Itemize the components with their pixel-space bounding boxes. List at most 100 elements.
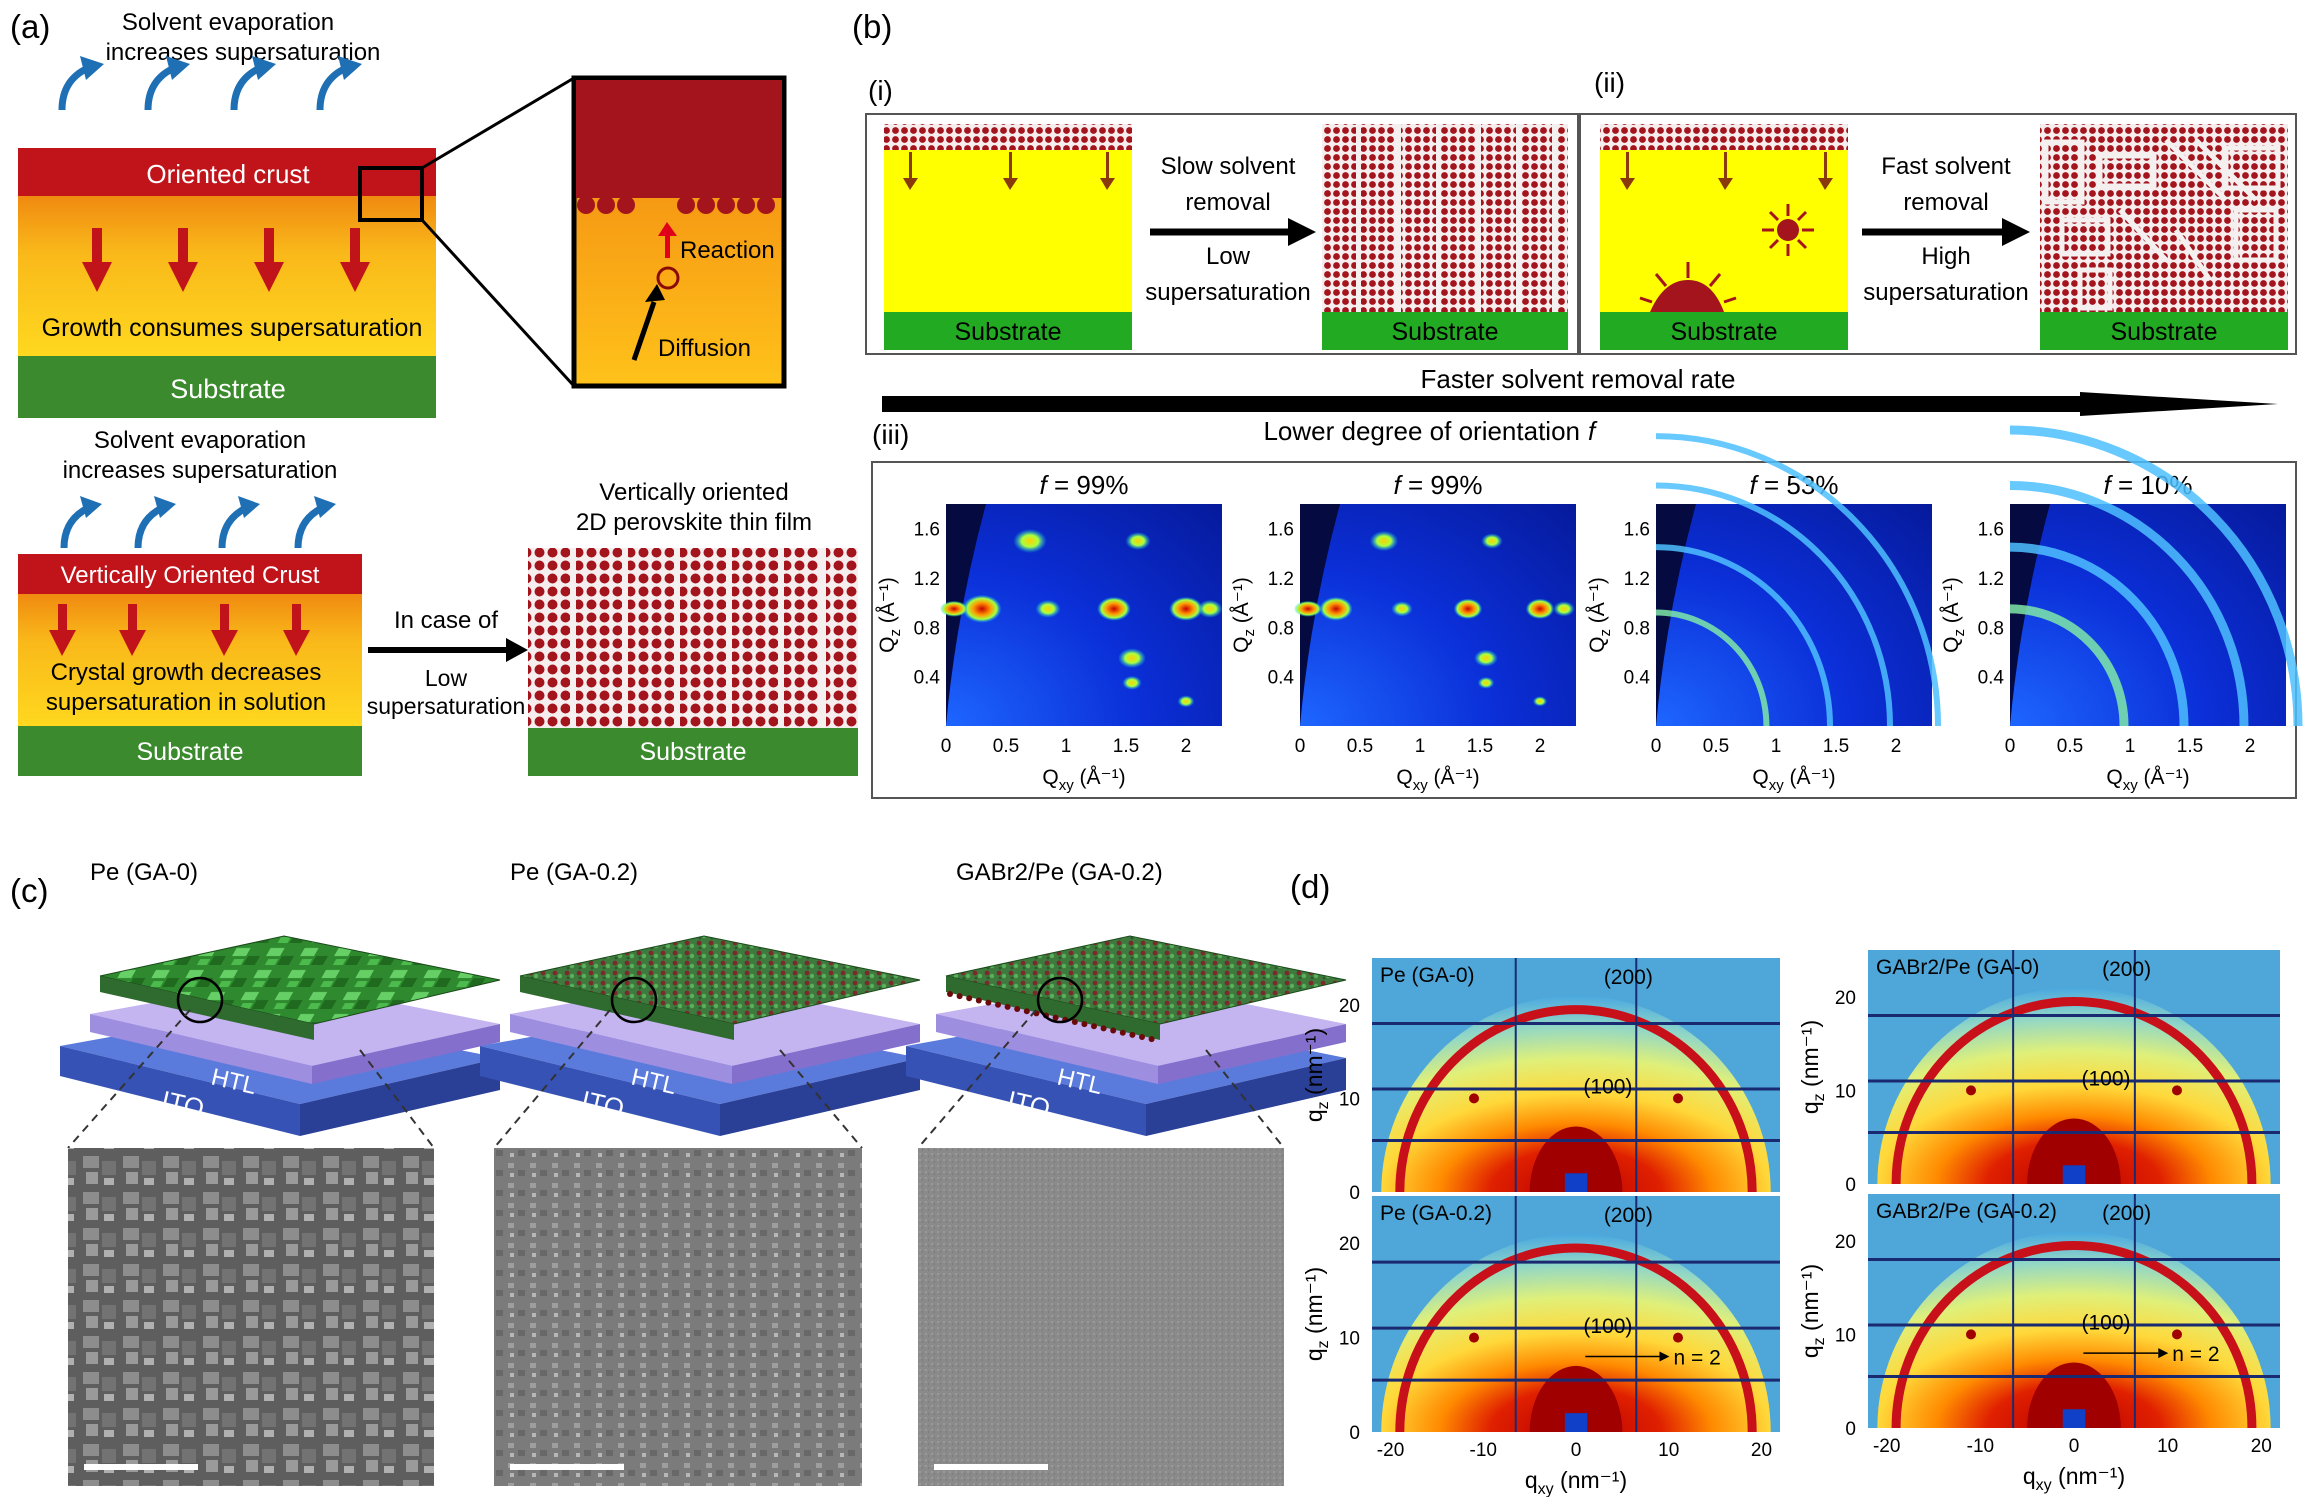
panel-b-ii-box [1579, 113, 2297, 355]
substrate-label-bottom: Substrate [136, 738, 243, 766]
panel-b: (b) (i) (ii) Substrate Slow solvent remo… [852, 8, 2303, 799]
x-tick-label: 1.5 [1113, 736, 1139, 757]
b-ii-crust [1600, 124, 1848, 150]
htl-side [1158, 1024, 1346, 1084]
peak-100-right [1673, 1093, 1683, 1104]
diffraction-spot [1013, 529, 1047, 553]
diffraction-spot [1122, 675, 1142, 690]
y-tick-label: 0 [1349, 1183, 1360, 1204]
b-i-film-substrate [1322, 312, 1568, 350]
beam-center [2027, 1118, 2121, 1184]
peak-100-label: (100) [1583, 1315, 1632, 1338]
crystal-growth-line2: supersaturation in solution [46, 689, 326, 716]
y-tick-label: 0.8 [1624, 618, 1650, 639]
htl-front [90, 1014, 312, 1084]
axis-label-main: q [1301, 1109, 1327, 1122]
supersaturation-label: supersaturation [367, 693, 526, 719]
x-tick-label: 20 [1751, 1440, 1772, 1461]
oriented-crust-label: Oriented crust [146, 159, 310, 189]
b-ii-random-grains [2043, 138, 2281, 311]
axis-label-main: q [1301, 1348, 1327, 1361]
axis-label-unit: (Å⁻¹) [1940, 577, 1963, 629]
gabr-particle [1052, 1014, 1059, 1021]
y-tick-label: 0 [1845, 1175, 1856, 1196]
axis-label-sub: z [1811, 1337, 1828, 1345]
gabr-particle [995, 1001, 1001, 1008]
x-tick-label: -20 [1873, 1436, 1900, 1457]
axis-label-unit: (nm⁻¹) [1301, 1267, 1327, 1340]
zoom-guide [67, 1009, 191, 1149]
peak-200-label: (200) [2102, 958, 2151, 981]
perovskite-front [100, 976, 314, 1040]
reaction-arrow [665, 232, 670, 258]
device-title: Pe (GA-0.2) [510, 859, 638, 886]
n2-arrowhead [2158, 1348, 2169, 1359]
axis-label-sub: xy [2123, 777, 2139, 794]
giwaxs-horizon-shadow [2010, 504, 2050, 726]
x-tick-label: 1 [1061, 736, 1072, 757]
y-tick-label: 1.6 [914, 520, 940, 541]
gabr-particle [1129, 1031, 1136, 1038]
y-tick-label: 10 [1835, 1081, 1856, 1102]
zoom-guide [779, 1049, 863, 1149]
x-tick-label: -20 [1377, 1440, 1404, 1461]
fast-removal-line2: removal [1903, 189, 1988, 216]
x-tick-label: 0 [1295, 736, 1306, 757]
y-tick-label: 1.6 [1624, 520, 1650, 541]
b-ii-substrate [1600, 312, 1848, 350]
diffraction-ring [1655, 433, 1941, 727]
diffraction-spot [1369, 530, 1399, 552]
gabr-particle [1081, 1021, 1088, 1028]
diffraction-spot [962, 594, 1002, 623]
panel-a-label: (a) [10, 8, 50, 45]
y-tick-label: 20 [1835, 988, 1856, 1009]
axis-label-main: q [1797, 1345, 1823, 1358]
y-axis-label: Qz (Å⁻¹) [876, 577, 904, 653]
evaporation-arrowheads-top [80, 56, 362, 80]
axis-label-sub: xy [1413, 777, 1429, 794]
sem-image [494, 1148, 862, 1486]
diffraction-spot [1294, 600, 1322, 617]
inset-crystals [577, 196, 775, 214]
gabr-particle [1100, 1025, 1107, 1032]
slow-removal-line1: Slow solvent [1161, 153, 1296, 180]
b-ii-film-substrate-label: Substrate [2110, 318, 2217, 346]
gabr-particle [1110, 1027, 1117, 1034]
x-tick-label: 2 [1535, 736, 1546, 757]
axis-label-main: Q [1230, 637, 1253, 653]
x-tick-label: 0.5 [1347, 736, 1373, 757]
diffusion-label: Diffusion [658, 335, 751, 362]
diffraction-ring [2009, 425, 2303, 727]
diffraction-spot [1525, 598, 1555, 620]
zoom-guide [1205, 1049, 1285, 1149]
diffraction-spot [940, 600, 968, 617]
saxs-title: Pe (GA-0) [1380, 964, 1475, 987]
giwaxs-f-symbol: f [1750, 470, 1760, 500]
gabr-particle [1014, 1006, 1021, 1013]
a-evap-bottom-line2: increases supersaturation [63, 457, 338, 484]
gabr-particle [975, 997, 982, 1004]
diffraction-spot [1197, 599, 1223, 618]
axis-label-unit: (Å⁻¹) [1586, 577, 1609, 629]
peak-100-left [1469, 1093, 1479, 1104]
ito-front [906, 1046, 1146, 1136]
x-tick-label: 0.5 [1703, 736, 1729, 757]
growth-consumes-label: Growth consumes supersaturation [42, 314, 423, 342]
panel-b-i-label: (i) [868, 75, 893, 106]
b-i-film-substrate-label: Substrate [1391, 318, 1498, 346]
diffraction-ring [2009, 481, 2249, 727]
peak-100-label: (100) [1583, 1076, 1632, 1099]
gabr-particle [956, 993, 963, 1000]
panel-b-iii-label: (iii) [872, 419, 909, 450]
axis-label-main: Q [1586, 637, 1609, 653]
b-ii-arrows [1620, 152, 1833, 190]
y-tick-label: 10 [1339, 1329, 1360, 1350]
device-title: GABr2/Pe (GA-0.2) [956, 859, 1163, 886]
diffraction-spot [1319, 596, 1353, 621]
beamstop [1564, 1413, 1588, 1432]
x-tick-label: 20 [2251, 1436, 2272, 1457]
axis-label-main: Q [1940, 637, 1963, 653]
